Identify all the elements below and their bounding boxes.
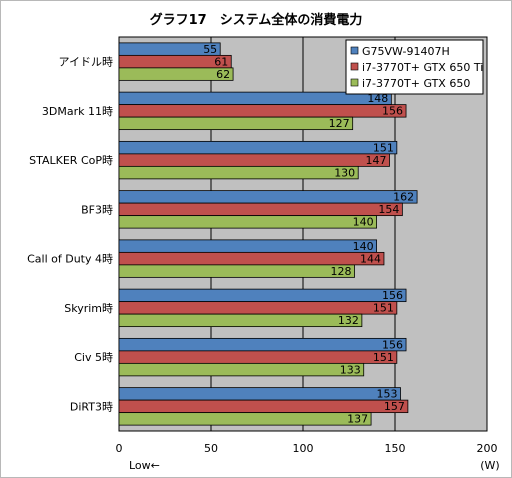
x-tick-label-0: 0 — [116, 442, 123, 455]
bar-0-2 — [118, 67, 234, 81]
data-label-5-0: 156 — [382, 289, 403, 302]
data-label-0-1: 61 — [214, 55, 228, 68]
unit-label: (W) — [480, 459, 499, 472]
data-label-1-0: 148 — [367, 92, 388, 105]
bar-7-1 — [118, 399, 409, 414]
legend-swatch-2 — [350, 78, 359, 87]
category-label-5: Skyrim時 — [64, 302, 113, 315]
category-label-2: STALKER CoP時 — [29, 154, 113, 167]
data-label-3-0: 162 — [393, 191, 414, 204]
bar-2-1 — [118, 153, 390, 167]
category-label-3: BF3時 — [81, 203, 113, 216]
data-label-6-0: 156 — [382, 338, 403, 351]
data-label-6-2: 133 — [340, 363, 361, 376]
category-label-4: Call of Duty 4時 — [27, 253, 113, 266]
bar-6-1 — [118, 350, 398, 364]
bar-7-0 — [118, 387, 401, 401]
bar-5-2 — [118, 313, 363, 328]
bar-1-2 — [118, 116, 354, 131]
bar-3-0 — [118, 190, 418, 204]
data-label-0-0: 55 — [203, 43, 217, 56]
data-label-3-2: 140 — [353, 216, 374, 229]
x-tick-label-3: 150 — [385, 442, 406, 455]
data-label-2-0: 151 — [373, 141, 394, 154]
data-label-7-2: 137 — [347, 413, 368, 426]
legend-label-1: i7-3770T+ GTX 650 Ti — [362, 61, 483, 74]
x-tick-label-1: 50 — [204, 442, 218, 455]
data-label-2-1: 147 — [365, 154, 386, 167]
data-label-4-1: 144 — [360, 252, 381, 265]
category-label-7: DiRT3時 — [70, 400, 113, 413]
data-label-3-1: 154 — [378, 203, 399, 216]
data-label-2-2: 130 — [334, 166, 355, 179]
bar-1-1 — [118, 104, 407, 118]
legend-label-0: G75VW-91407H — [362, 45, 450, 58]
x-tick-label-2: 100 — [293, 442, 314, 455]
bar-6-0 — [118, 337, 407, 352]
data-label-5-2: 132 — [338, 314, 359, 327]
data-label-1-2: 127 — [329, 117, 350, 130]
bar-2-2 — [118, 165, 359, 180]
category-label-1: 3DMark 11時 — [42, 105, 113, 118]
legend-label-2: i7-3770T+ GTX 650 — [362, 77, 470, 90]
bar-2-0 — [118, 140, 398, 155]
chart-title: グラフ17 システム全体の消費電力 — [150, 12, 363, 28]
bar-5-0 — [118, 288, 407, 303]
data-label-4-2: 128 — [331, 265, 352, 278]
data-label-7-0: 153 — [377, 388, 398, 401]
bar-4-2 — [118, 264, 355, 278]
data-label-6-1: 151 — [373, 351, 394, 364]
category-label-6: Civ 5時 — [74, 351, 113, 364]
data-label-0-2: 62 — [216, 68, 230, 81]
legend-swatch-1 — [350, 62, 359, 71]
bar-6-2 — [118, 362, 365, 377]
bar-4-0 — [118, 239, 378, 253]
bar-7-2 — [118, 412, 372, 426]
data-label-1-1: 156 — [382, 105, 403, 118]
data-label-7-1: 157 — [384, 400, 405, 413]
bar-4-1 — [118, 251, 385, 266]
x-tick-label-4: 200 — [477, 442, 498, 455]
bar-5-1 — [118, 301, 398, 315]
category-label-0: アイドル時 — [59, 56, 113, 69]
bar-3-2 — [118, 215, 378, 229]
direction-label: Low← — [129, 459, 160, 472]
data-label-5-1: 151 — [373, 302, 394, 315]
data-label-4-0: 140 — [353, 240, 374, 253]
legend-box — [345, 39, 484, 95]
bar-3-1 — [118, 202, 403, 217]
legend-swatch-0 — [350, 46, 359, 55]
